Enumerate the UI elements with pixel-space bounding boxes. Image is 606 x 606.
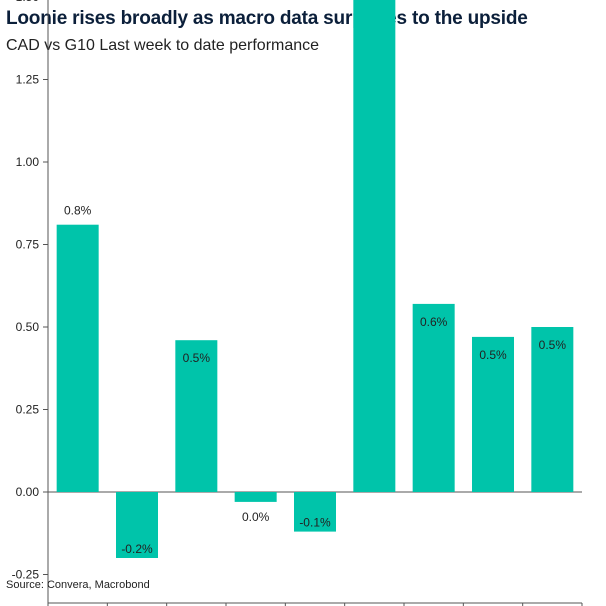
bar-nzd	[472, 336, 514, 492]
bar-gbp	[531, 327, 574, 492]
y-tick-label: -0.25	[12, 568, 40, 582]
bar-jpy	[353, 0, 396, 492]
data-label-chf: -0.2%	[121, 542, 153, 556]
chart-title: Loonie rises broadly as macro data surpr…	[6, 8, 528, 29]
y-tick-label: 1.00	[16, 155, 40, 169]
y-tick-label: 0.00	[16, 485, 40, 499]
y-tick-label: 1.50	[16, 0, 40, 4]
data-label-nok: 0.0%	[242, 510, 270, 524]
data-label-gbp: 0.5%	[539, 338, 567, 352]
bar-eur	[175, 340, 218, 492]
y-tick-label: 0.75	[16, 238, 40, 252]
data-label-nzd: 0.5%	[479, 348, 507, 362]
bar-aud	[412, 303, 455, 492]
data-label-usd: 0.8%	[64, 204, 92, 218]
y-tick-label: 0.50	[16, 320, 40, 334]
y-tick-label: 1.25	[16, 73, 40, 87]
y-axis: -0.250.000.250.500.751.001.251.501.752.0…	[12, 0, 49, 603]
bars	[56, 0, 574, 558]
y-tick-label: 0.25	[16, 403, 40, 417]
bar-sek	[294, 492, 336, 532]
data-label-eur: 0.5%	[183, 351, 211, 365]
bar-usd	[56, 224, 99, 492]
bar-nok	[234, 492, 277, 502]
source-note: Source: Convera, Macrobond	[6, 579, 150, 591]
chart-subtitle: CAD vs G10 Last week to date performance	[6, 37, 320, 54]
data-label-sek: -0.1%	[299, 516, 331, 530]
bar-chf	[116, 492, 158, 558]
data-labels: 0.8%-0.2%0.5%0.0%-0.1%2.3%0.6%0.5%0.5%	[64, 204, 567, 556]
data-label-aud: 0.6%	[420, 315, 448, 329]
